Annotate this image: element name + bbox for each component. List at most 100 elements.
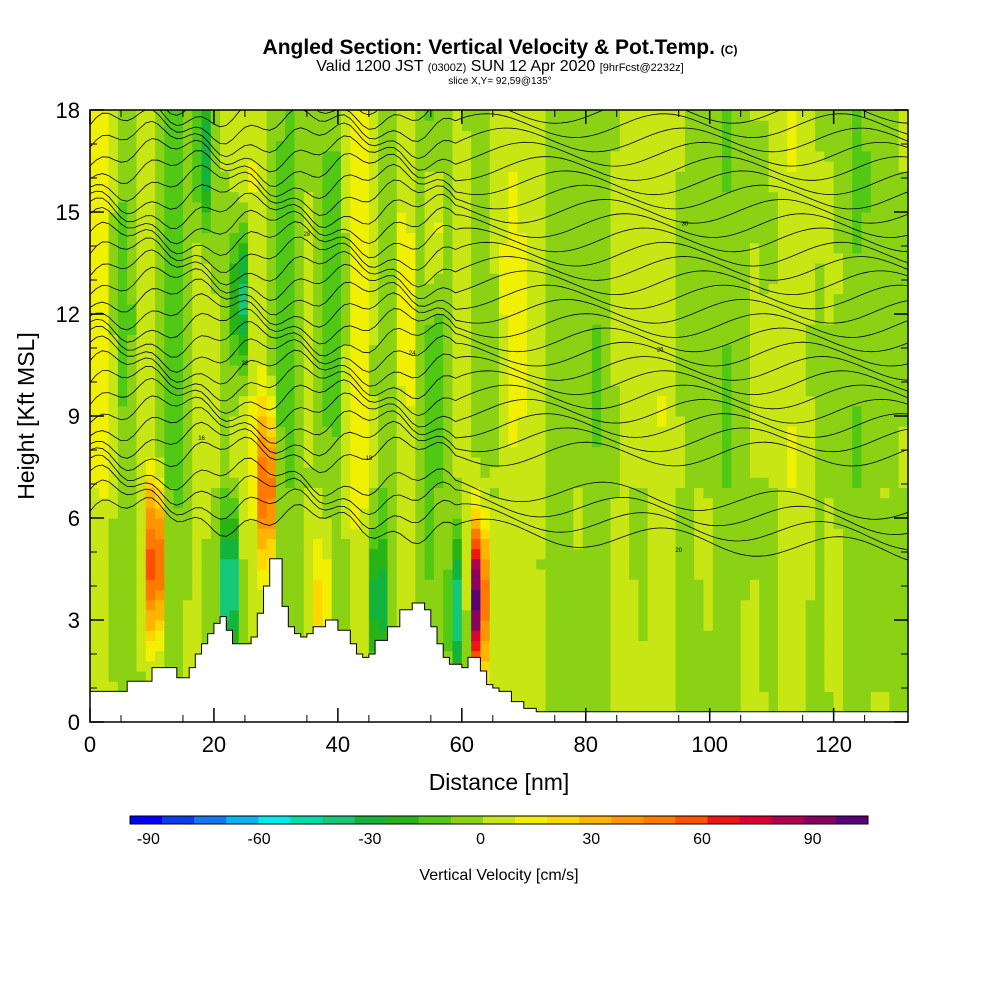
field-cell — [601, 324, 612, 335]
field-cell — [573, 252, 584, 264]
field-cell — [340, 140, 351, 152]
field-cell — [201, 507, 212, 519]
field-cell — [210, 375, 221, 386]
field-cell — [220, 365, 231, 376]
field-cell — [777, 467, 788, 478]
field-cell — [796, 426, 807, 437]
field-cell — [201, 620, 212, 631]
field-cell — [591, 701, 602, 713]
field-cell — [136, 660, 147, 672]
field-cell — [545, 120, 556, 131]
field-cell — [155, 283, 165, 295]
field-cell — [666, 497, 677, 509]
field-cell — [619, 171, 630, 182]
field-cell — [108, 171, 119, 182]
field-cell — [694, 650, 705, 662]
field-cell — [619, 395, 630, 407]
field-cell — [824, 487, 835, 499]
field-cell — [833, 681, 844, 692]
field-cell — [499, 579, 509, 590]
field-cell — [666, 630, 677, 641]
field-cell — [536, 436, 547, 448]
field-cell — [768, 569, 779, 580]
field-cell — [340, 528, 351, 539]
field-cell — [666, 191, 677, 203]
field-cell — [824, 120, 835, 131]
field-cell — [833, 212, 844, 223]
field-cell — [424, 599, 435, 611]
field-cell — [220, 436, 231, 448]
field-cell — [610, 242, 621, 254]
field-cell — [657, 191, 667, 203]
field-cell — [564, 130, 574, 142]
field-cell — [545, 487, 556, 499]
field-cell — [155, 518, 165, 529]
field-cell — [777, 589, 788, 601]
field-cell — [842, 477, 853, 488]
field-cell — [712, 558, 723, 570]
field-cell — [759, 222, 770, 233]
field-cell — [508, 467, 519, 478]
field-cell — [396, 589, 407, 601]
field-cell — [564, 150, 574, 162]
field-cell — [508, 140, 519, 152]
field-cell — [489, 191, 500, 203]
field-cell — [266, 293, 277, 305]
field-cell — [220, 456, 231, 468]
field-cell — [136, 630, 147, 641]
field-cell — [536, 467, 547, 478]
field-cell — [824, 385, 835, 397]
field-cell — [749, 538, 760, 550]
field-cell — [508, 609, 519, 621]
field-cell — [619, 181, 630, 193]
field-cell — [712, 620, 723, 631]
field-cell — [452, 487, 463, 499]
field-cell — [842, 640, 853, 652]
field-cell — [489, 110, 500, 121]
field-cell — [610, 640, 621, 652]
field-cell — [127, 599, 138, 611]
field-cell — [684, 150, 695, 162]
field-cell — [331, 538, 342, 550]
field-cell — [471, 548, 482, 560]
field-cell — [387, 120, 398, 131]
field-cell — [610, 691, 621, 703]
field-cell — [433, 242, 444, 254]
field-cell — [629, 579, 640, 590]
field-cell — [108, 660, 119, 672]
field-cell — [731, 140, 742, 152]
field-cell — [722, 324, 732, 335]
field-cell — [415, 140, 426, 152]
field-cell — [852, 324, 863, 335]
field-cell — [629, 446, 640, 458]
field-cell — [117, 467, 128, 478]
field-cell — [229, 518, 240, 529]
field-cell — [480, 120, 491, 131]
field-cell — [108, 252, 119, 264]
field-cell — [629, 212, 640, 223]
field-cell — [796, 222, 807, 233]
field-cell — [526, 110, 537, 121]
field-cell — [499, 487, 509, 499]
field-cell — [759, 681, 770, 692]
field-cell — [99, 273, 110, 284]
field-cell — [489, 263, 500, 274]
field-cell — [387, 426, 398, 437]
field-cell — [387, 528, 398, 539]
field-cell — [517, 518, 528, 529]
field-cell — [554, 334, 565, 346]
field-cell — [796, 395, 807, 407]
field-cell — [824, 579, 835, 590]
field-cell — [768, 293, 779, 305]
field-cell — [582, 171, 593, 182]
field-cell — [582, 691, 593, 703]
field-cell — [313, 375, 323, 386]
field-cell — [368, 150, 379, 162]
field-cell — [629, 640, 640, 652]
field-cell — [564, 222, 574, 233]
field-cell — [573, 691, 584, 703]
field-cell — [629, 314, 640, 325]
field-cell — [99, 314, 110, 325]
field-cell — [499, 191, 509, 203]
field-cell — [285, 324, 296, 335]
